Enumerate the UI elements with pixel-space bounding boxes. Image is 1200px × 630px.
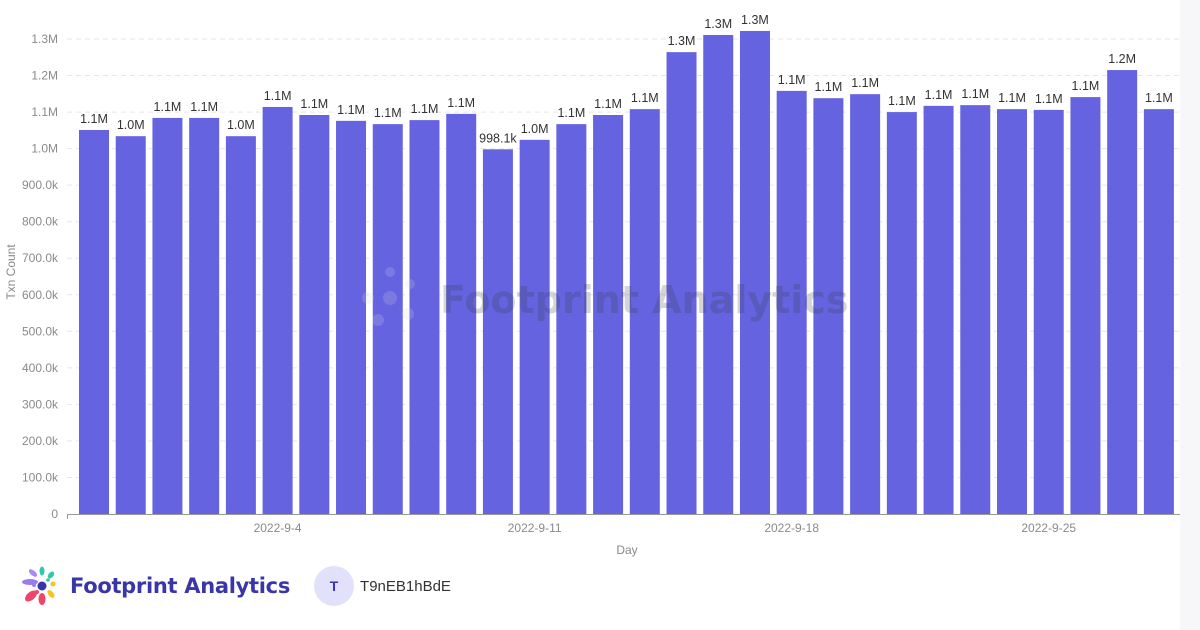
watermark: Footprint Analytics bbox=[362, 267, 848, 326]
data-label: 1.1M bbox=[998, 91, 1026, 105]
bar[interactable] bbox=[739, 30, 770, 514]
bar[interactable] bbox=[519, 139, 550, 514]
bar[interactable] bbox=[556, 124, 587, 514]
data-label: 1.3M bbox=[704, 17, 732, 31]
brand[interactable]: Footprint Analytics bbox=[20, 566, 290, 606]
data-label: 1.1M bbox=[1072, 79, 1100, 93]
bar[interactable] bbox=[703, 34, 734, 514]
bar[interactable] bbox=[813, 98, 844, 514]
y-tick-label: 800.0k bbox=[22, 215, 59, 229]
data-label: 1.0M bbox=[227, 118, 255, 132]
data-label: 1.1M bbox=[594, 97, 622, 111]
data-label: 1.1M bbox=[778, 73, 806, 87]
footer: Footprint Analytics T T9nEB1hBdE bbox=[20, 566, 451, 606]
x-tick-label: 2022-9-11 bbox=[508, 521, 562, 535]
data-label: 1.1M bbox=[1035, 92, 1063, 106]
y-tick-label: 1.3M bbox=[31, 32, 58, 46]
y-tick-label: 100.0k bbox=[22, 470, 59, 484]
bar[interactable] bbox=[1033, 109, 1064, 514]
y-tick-label: 600.0k bbox=[22, 288, 59, 302]
y-tick-label: 700.0k bbox=[22, 251, 59, 265]
gridlines bbox=[67, 38, 1180, 478]
data-label: 1.1M bbox=[557, 106, 585, 120]
bar[interactable] bbox=[593, 115, 624, 514]
watermark-text: Footprint Analytics bbox=[440, 278, 848, 322]
data-label: 1.0M bbox=[117, 118, 145, 132]
bar[interactable] bbox=[666, 52, 697, 515]
data-label: 998.1k bbox=[479, 131, 517, 145]
bar[interactable] bbox=[629, 109, 660, 515]
y-axis: 0 100.0k 200.0k 300.0k 400.0k 500.0k 600.0k 700… bbox=[22, 32, 59, 521]
bar[interactable] bbox=[960, 105, 991, 514]
x-tick-label: 2022-9-25 bbox=[1021, 521, 1076, 535]
y-tick-label: 200.0k bbox=[22, 434, 59, 448]
data-label: 1.1M bbox=[190, 100, 218, 114]
data-label: 1.1M bbox=[447, 96, 475, 110]
bar[interactable] bbox=[152, 117, 183, 514]
bar[interactable] bbox=[482, 149, 513, 514]
data-label: 1.1M bbox=[300, 97, 328, 111]
scrollbar[interactable] bbox=[1180, 0, 1200, 630]
data-label: 1.1M bbox=[80, 112, 108, 126]
brand-name: Footprint Analytics bbox=[70, 574, 291, 598]
y-axis-title: Txn Count bbox=[4, 244, 18, 300]
data-label: 1.1M bbox=[264, 89, 292, 103]
data-label: 1.1M bbox=[631, 91, 659, 105]
y-tick-label: 300.0k bbox=[22, 397, 59, 411]
bar[interactable] bbox=[850, 94, 881, 514]
bar[interactable] bbox=[997, 109, 1027, 515]
data-label: 1.1M bbox=[888, 94, 916, 108]
bar[interactable] bbox=[372, 124, 403, 514]
x-tick-label: 2022-9-18 bbox=[764, 521, 819, 535]
data-label: 1.0M bbox=[521, 122, 549, 136]
y-tick-label: 900.0k bbox=[22, 178, 59, 192]
bar[interactable] bbox=[336, 120, 367, 514]
x-axis-title: Day bbox=[616, 543, 637, 557]
bar[interactable] bbox=[262, 106, 293, 514]
data-label: 1.1M bbox=[411, 102, 439, 116]
data-label: 1.1M bbox=[925, 88, 953, 102]
bar[interactable] bbox=[189, 117, 220, 514]
x-axis: 2022-9-4 2022-9-11 2022-9-18 2022-9-25 bbox=[67, 514, 1180, 535]
data-label: 1.1M bbox=[1145, 91, 1173, 105]
bar[interactable] bbox=[923, 105, 954, 514]
bar-chart: 1.1M 1.0M 1.1M 1.1M 1.0M 1.1M 1.1M 1.1M 1.1M 1.1M… bbox=[4, 13, 1180, 557]
bar[interactable] bbox=[115, 136, 146, 514]
y-tick-label: 1.1M bbox=[31, 105, 58, 119]
data-label: 1.1M bbox=[961, 87, 989, 101]
data-labels: 1.1M 1.0M 1.1M 1.1M 1.0M 1.1M 1.1M 1.1M 1.1M 1.1M… bbox=[80, 13, 1173, 145]
data-label: 1.2M bbox=[1108, 52, 1136, 66]
bar[interactable] bbox=[776, 90, 807, 514]
data-label: 1.1M bbox=[374, 106, 402, 120]
watermark-logo-icon bbox=[362, 267, 415, 326]
bars bbox=[79, 30, 1174, 515]
data-label: 1.1M bbox=[851, 76, 879, 90]
data-label: 1.1M bbox=[337, 103, 365, 117]
avatar[interactable]: T bbox=[314, 566, 355, 606]
data-label: 1.1M bbox=[154, 100, 182, 114]
bar[interactable] bbox=[1107, 70, 1138, 515]
y-tick-label: 1.2M bbox=[31, 69, 58, 83]
bar[interactable] bbox=[299, 115, 330, 514]
username[interactable]: T9nEB1hBdE bbox=[360, 577, 451, 595]
bar[interactable] bbox=[446, 113, 477, 515]
y-tick-label: 0 bbox=[51, 507, 58, 521]
y-tick-label: 400.0k bbox=[22, 361, 59, 375]
y-tick-label: 1.0M bbox=[31, 142, 58, 156]
bar[interactable] bbox=[886, 112, 917, 515]
bar[interactable] bbox=[1070, 97, 1101, 514]
bar[interactable] bbox=[1143, 109, 1174, 515]
data-label: 1.3M bbox=[741, 13, 769, 27]
bar[interactable] bbox=[79, 129, 109, 514]
bar[interactable] bbox=[409, 120, 440, 514]
x-tick-label: 2022-9-4 bbox=[254, 521, 302, 535]
bar[interactable] bbox=[225, 136, 256, 514]
y-tick-label: 500.0k bbox=[22, 324, 59, 338]
data-label: 1.1M bbox=[815, 80, 843, 94]
footprint-logo-icon bbox=[22, 566, 56, 605]
data-label: 1.3M bbox=[668, 34, 696, 48]
